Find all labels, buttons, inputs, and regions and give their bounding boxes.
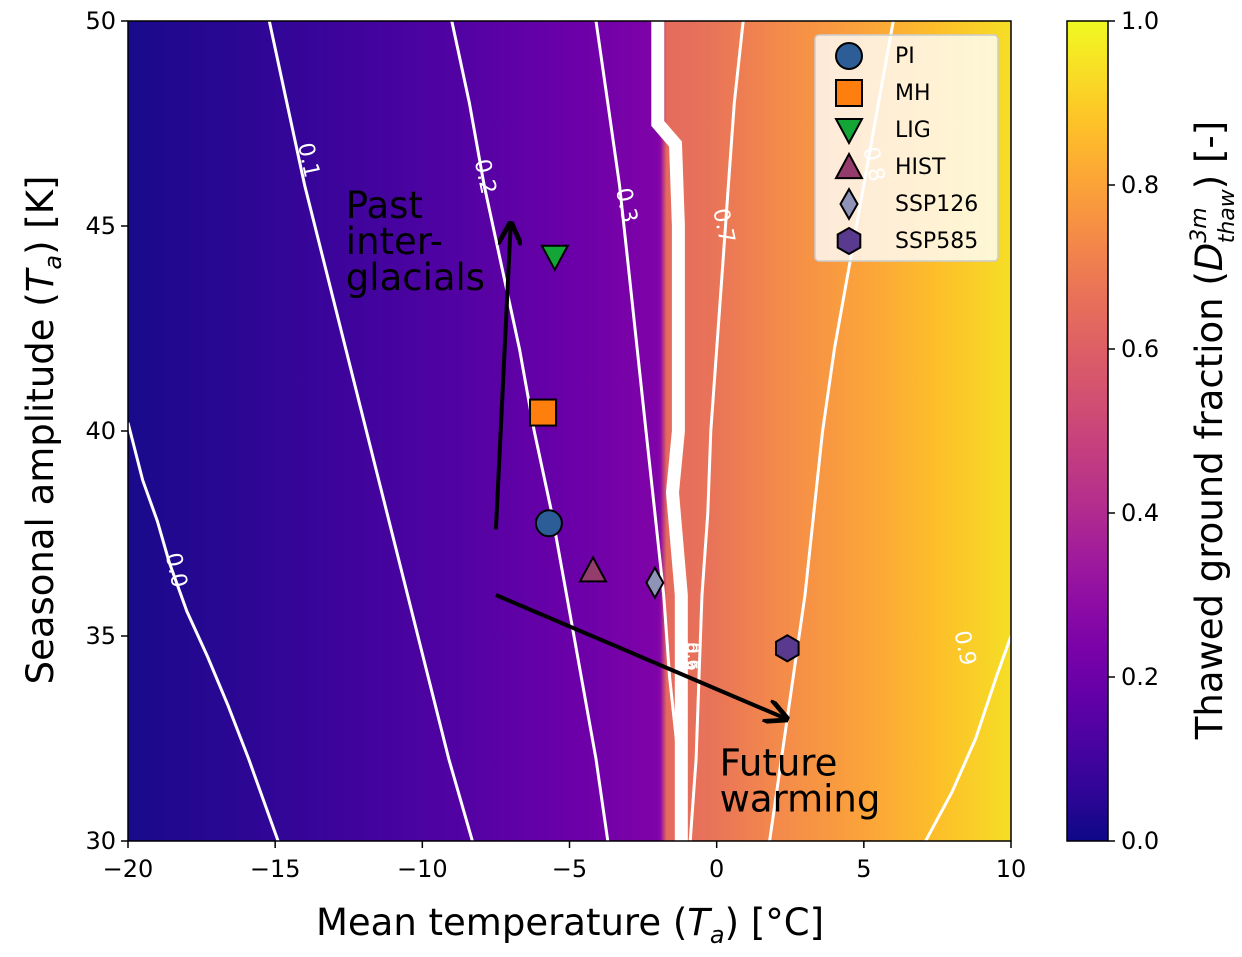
trend-arrow-2 <box>495 593 784 718</box>
x-axis: −20 −15 −10 −5 0 5 10 <box>103 841 1027 883</box>
legend-marker-ssp585 <box>836 226 862 256</box>
x-tick-label: 0 <box>709 855 724 883</box>
contour-label-0.5: 0.5 <box>679 642 700 671</box>
legend-label-hist: HIST <box>895 155 946 180</box>
contour-line-0.7 <box>688 21 745 841</box>
contour-line-0.0 <box>128 422 280 841</box>
contour-line-0.2 <box>450 21 610 841</box>
annotation-text-line: Past <box>346 184 423 227</box>
marker-pi <box>534 509 563 538</box>
x-tick-label: −5 <box>552 855 587 883</box>
contour-label-0.6: 0.6 <box>682 642 703 671</box>
colorbar: 0.0 0.2 0.4 0.6 0.8 1.0 Thawed ground fractio… <box>1066 7 1240 855</box>
y-tick-label: 45 <box>85 212 116 240</box>
y-axis-label: Seasonal amplitude (Ta) [K] <box>19 176 67 685</box>
legend-marker-mh <box>835 79 863 107</box>
x-tick-label: 10 <box>996 855 1027 883</box>
contour-line-0.3 <box>594 21 686 841</box>
legend-label-ssp585: SSP585 <box>895 229 978 254</box>
y-tick-label: 35 <box>85 622 116 650</box>
colorbar-tick-label: 0.4 <box>1121 499 1159 527</box>
scenario-markers <box>529 244 800 663</box>
y-tick-label: 30 <box>85 827 116 855</box>
y-axis: 30 35 40 45 50 <box>85 7 128 855</box>
legend-label-ssp126: SSP126 <box>895 192 978 217</box>
legend-label-lig: LIG <box>895 118 931 143</box>
legend: PI MH LIG HIST SSP126 SSP585 <box>814 34 999 262</box>
colorbar-tick-label: 0.8 <box>1121 171 1159 199</box>
x-tick-label: −20 <box>103 855 154 883</box>
annotation-text-line: Future <box>720 741 838 784</box>
marker-mh <box>529 398 558 427</box>
legend-marker-lig <box>834 118 864 146</box>
legend-label-pi: PI <box>895 44 915 69</box>
x-axis-label: Mean temperature (Ta) [°C] <box>316 901 824 949</box>
colorbar-tick-label: 0.0 <box>1121 827 1159 855</box>
annotation-text-line: glacials <box>346 256 485 299</box>
legend-marker-hist <box>834 151 864 180</box>
y-tick-label: 40 <box>85 417 116 445</box>
annotation-text-line: warming <box>720 777 881 820</box>
marker-hist <box>578 555 608 583</box>
y-tick-label: 50 <box>85 7 116 35</box>
x-tick-label: −15 <box>250 855 301 883</box>
marker-ssp585 <box>775 634 800 663</box>
legend-label-mh: MH <box>895 81 931 106</box>
contour-label-0.4: 0.4 <box>676 642 697 671</box>
colorbar-tick-label: 0.6 <box>1121 335 1159 363</box>
contour-line-0.1 <box>267 21 474 841</box>
legend-marker-ssp126 <box>839 187 859 221</box>
contour-band-0.4-0.6 <box>651 21 688 841</box>
colorbar-bar <box>1066 20 1109 842</box>
marker-ssp126 <box>645 565 665 600</box>
annotation-text-line: inter- <box>346 220 443 263</box>
marker-lig <box>540 244 570 272</box>
trend-arrow-1 <box>493 226 511 530</box>
colorbar-tick-label: 1.0 <box>1121 7 1159 35</box>
legend-marker-pi <box>835 42 863 70</box>
colorbar-axis: 0.0 0.2 0.4 0.6 0.8 1.0 <box>1108 7 1159 855</box>
colorbar-label: Thawed ground fraction (D3m thaw) [-] <box>1187 121 1240 740</box>
colorbar-tick-label: 0.2 <box>1121 663 1159 691</box>
x-tick-label: 5 <box>856 855 871 883</box>
contour-line-0.9 <box>924 635 1011 841</box>
x-tick-label: −10 <box>397 855 448 883</box>
